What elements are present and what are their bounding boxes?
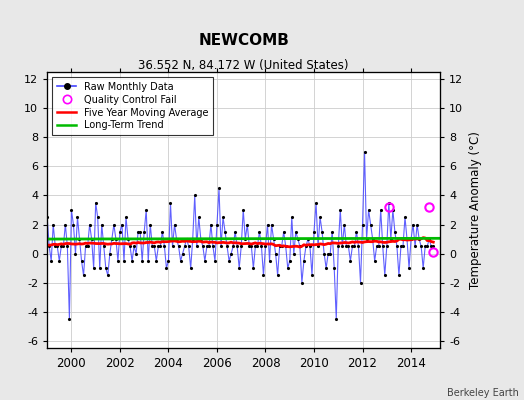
Text: NEWCOMB: NEWCOMB (198, 33, 289, 48)
Text: Berkeley Earth: Berkeley Earth (447, 388, 519, 398)
Title: 36.552 N, 84.172 W (United States): 36.552 N, 84.172 W (United States) (138, 59, 349, 72)
Legend: Raw Monthly Data, Quality Control Fail, Five Year Moving Average, Long-Term Tren: Raw Monthly Data, Quality Control Fail, … (52, 77, 213, 135)
Y-axis label: Temperature Anomaly (°C): Temperature Anomaly (°C) (469, 131, 482, 289)
